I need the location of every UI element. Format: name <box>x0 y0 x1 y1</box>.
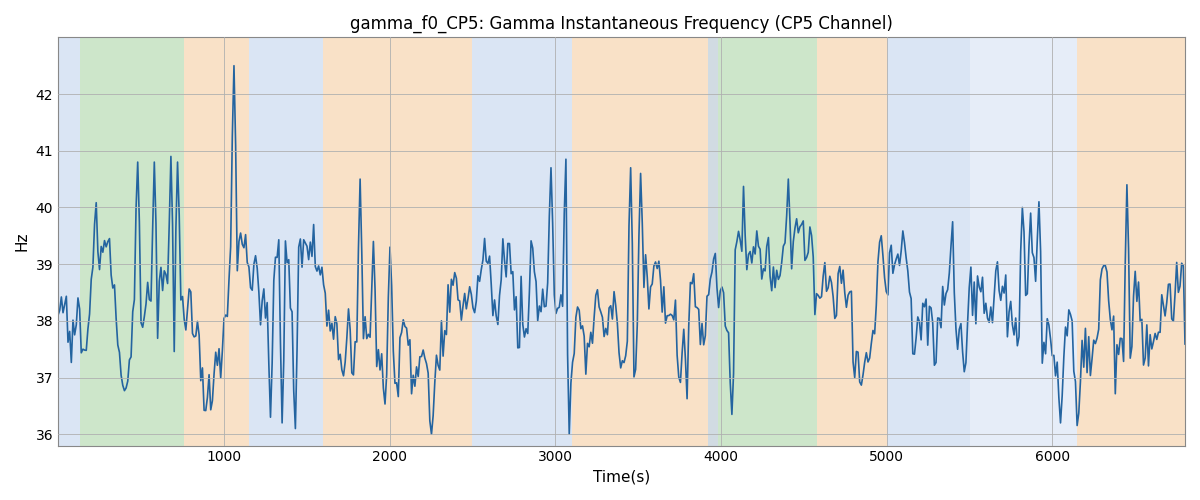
Bar <box>1078 38 1184 446</box>
Bar <box>323 38 473 446</box>
Bar <box>718 38 817 446</box>
Bar <box>58 38 79 446</box>
Bar <box>708 38 718 446</box>
Title: gamma_f0_CP5: Gamma Instantaneous Frequency (CP5 Channel): gamma_f0_CP5: Gamma Instantaneous Freque… <box>350 15 893 34</box>
Bar <box>473 38 572 446</box>
Bar <box>572 38 708 446</box>
Y-axis label: Hz: Hz <box>14 232 30 251</box>
Bar <box>248 38 323 446</box>
Bar <box>184 38 248 446</box>
Bar <box>79 38 184 446</box>
Bar <box>817 38 887 446</box>
X-axis label: Time(s): Time(s) <box>593 470 650 485</box>
Bar <box>970 38 1078 446</box>
Bar <box>887 38 970 446</box>
